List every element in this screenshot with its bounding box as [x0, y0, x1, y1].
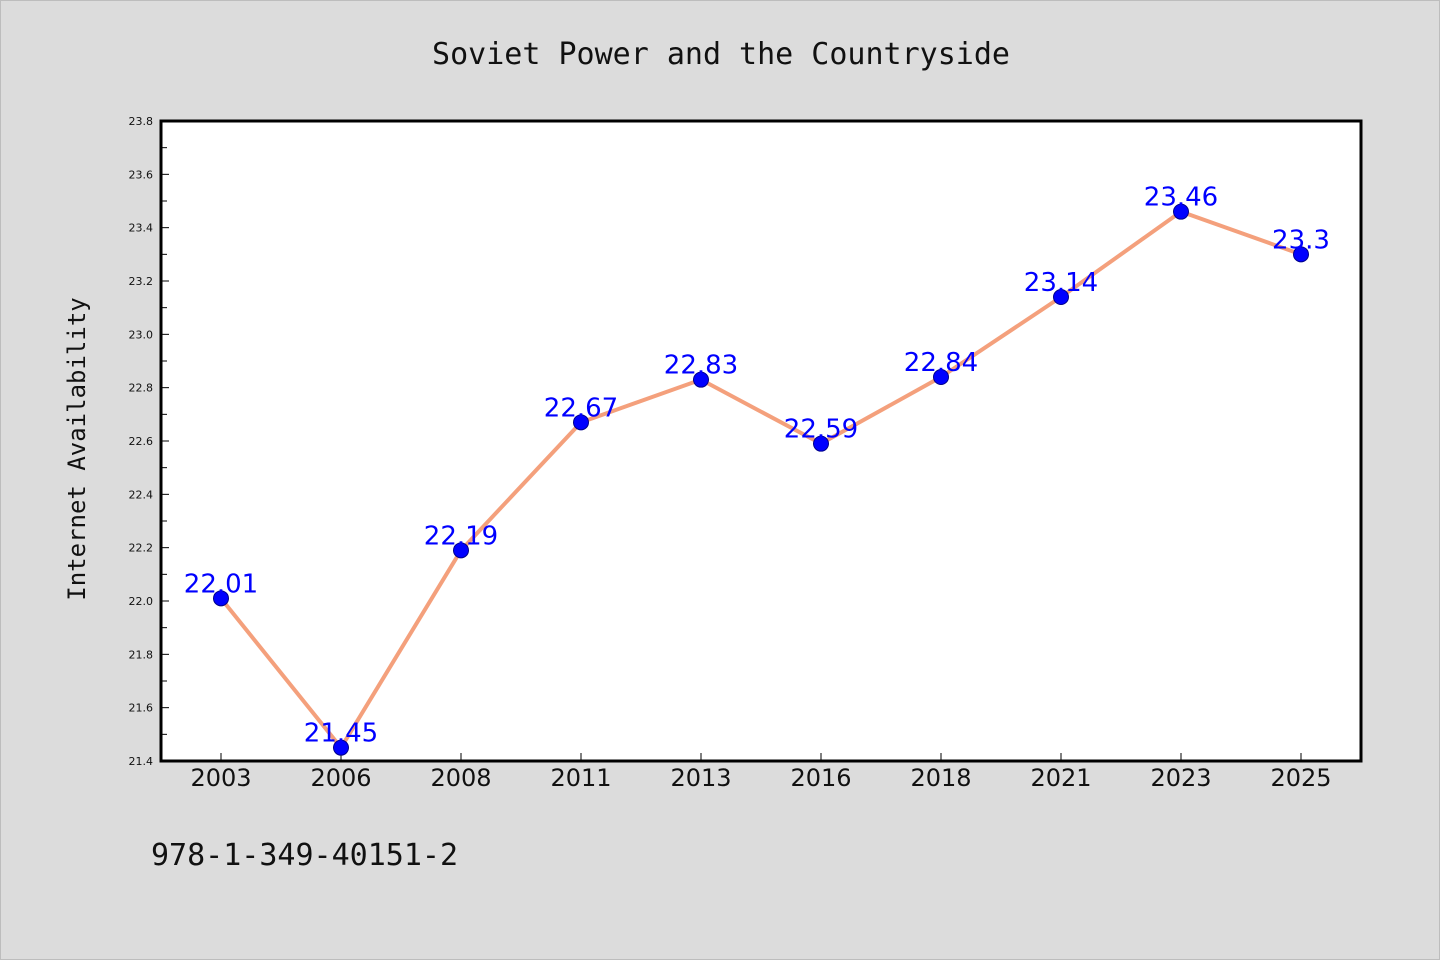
data-point — [213, 590, 229, 607]
y-tick-label: 21.6 — [129, 702, 154, 715]
y-tick-label: 22.4 — [129, 488, 154, 501]
data-label: 22.67 — [544, 393, 618, 423]
y-tick-label: 22.2 — [129, 542, 154, 555]
y-tick-label: 22.8 — [129, 382, 154, 395]
x-tick-label: 2018 — [910, 764, 971, 792]
x-tick-label: 2003 — [190, 764, 251, 792]
series-layer — [213, 203, 1309, 756]
data-label: 22.19 — [424, 521, 498, 551]
x-tick-label: 2011 — [550, 764, 611, 792]
data-label: 22.01 — [184, 569, 258, 599]
data-point — [573, 414, 589, 431]
y-tick-label: 21.4 — [129, 755, 154, 768]
isbn-footer: 978-1-349-40151-2 — [151, 838, 458, 873]
data-label: 21.45 — [304, 719, 378, 749]
data-labels: 22.01 21.45 22.19 22.67 22.83 22.59 22.84 23.14… — [184, 183, 1330, 749]
y-tick-label: 23.2 — [129, 275, 154, 288]
y-tick-label: 23.0 — [129, 328, 154, 341]
data-label: 23.3 — [1272, 225, 1330, 255]
data-point — [693, 371, 709, 388]
data-label: 23.46 — [1144, 183, 1218, 213]
data-label: 22.84 — [904, 348, 978, 378]
x-tick-label: 2025 — [1270, 764, 1331, 792]
x-tick-label: 2023 — [1150, 764, 1211, 792]
x-tick-label: 2006 — [310, 764, 371, 792]
data-point — [933, 369, 949, 385]
x-axis: 2003 2006 2008 2011 2013 2016 2018 2021 2023 2025 — [190, 753, 1332, 792]
data-point — [333, 739, 349, 756]
data-point — [1173, 203, 1189, 220]
data-label: 22.83 — [664, 351, 738, 381]
x-tick-label: 2021 — [1030, 764, 1091, 792]
data-point — [1293, 246, 1309, 263]
y-tick-label: 22.6 — [129, 435, 154, 448]
chart-title: Soviet Power and the Countryside — [432, 37, 1010, 72]
data-point — [1053, 289, 1069, 305]
data-label: 22.59 — [784, 415, 858, 445]
y-tick-label: 23.8 — [129, 115, 154, 128]
y-tick-label: 21.8 — [129, 648, 154, 661]
y-tick-label: 23.6 — [129, 168, 154, 181]
x-tick-label: 2008 — [430, 764, 491, 792]
x-tick-label: 2016 — [790, 764, 851, 792]
y-tick-label: 22.0 — [129, 595, 154, 608]
y-tick-label: 23.4 — [129, 222, 154, 235]
x-tick-label: 2013 — [670, 764, 731, 792]
series-line — [219, 209, 1302, 750]
data-point — [813, 435, 829, 452]
y-axis-label: Internet Availability — [63, 297, 91, 600]
data-label: 23.14 — [1024, 268, 1098, 298]
data-point — [453, 542, 469, 559]
y-axis: 21.4 21.6 21.8 22.0 22.2 22.4 22.6 22.8 23.0 23.2… — [129, 115, 169, 768]
